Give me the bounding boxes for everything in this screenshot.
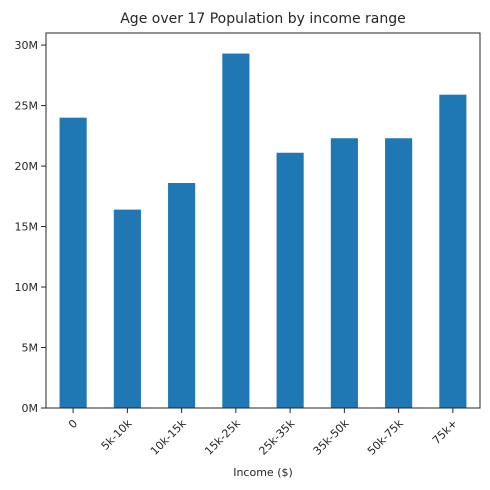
y-tick-label: 5M bbox=[22, 342, 39, 355]
bar-50k-75k bbox=[385, 138, 413, 409]
bar-15k-25k bbox=[222, 53, 250, 409]
x-tick-label: 50k-75k bbox=[365, 416, 406, 457]
y-axis: 0M 5M 10M 15M 20M 25M 30M bbox=[15, 39, 46, 415]
y-tick-label: 10M bbox=[15, 281, 39, 294]
y-tick-label: 25M bbox=[15, 100, 39, 113]
bar-5k-10k bbox=[113, 209, 141, 408]
x-axis: 0 5k-10k 10k-15k 15k-25k 25k-35k 35k-50k 50k-7… bbox=[66, 408, 460, 458]
x-tick-label: 15k-25k bbox=[202, 416, 243, 457]
chart-title: Age over 17 Population by income range bbox=[120, 11, 406, 27]
y-tick-label: 30M bbox=[15, 39, 39, 52]
bar-10k-15k bbox=[168, 183, 196, 408]
bar-0 bbox=[59, 117, 87, 409]
x-axis-label: Income ($) bbox=[233, 466, 293, 479]
bar-25k-35k bbox=[276, 152, 304, 408]
bar-75k+ bbox=[439, 94, 467, 408]
x-tick-label: 75k+ bbox=[430, 417, 460, 447]
x-tick-label: 5k-10k bbox=[99, 416, 135, 452]
y-tick-label: 0M bbox=[22, 402, 39, 415]
x-tick-label: 0 bbox=[66, 417, 80, 431]
bar-35k-50k bbox=[330, 138, 358, 409]
bars-layer bbox=[59, 53, 467, 409]
x-tick-label: 25k-35k bbox=[256, 416, 297, 457]
y-tick-label: 20M bbox=[15, 160, 39, 173]
plot-frame bbox=[45, 32, 481, 409]
y-tick-label: 15M bbox=[15, 221, 39, 234]
x-tick-label: 35k-50k bbox=[311, 416, 352, 457]
x-tick-label: 10k-15k bbox=[148, 416, 189, 457]
